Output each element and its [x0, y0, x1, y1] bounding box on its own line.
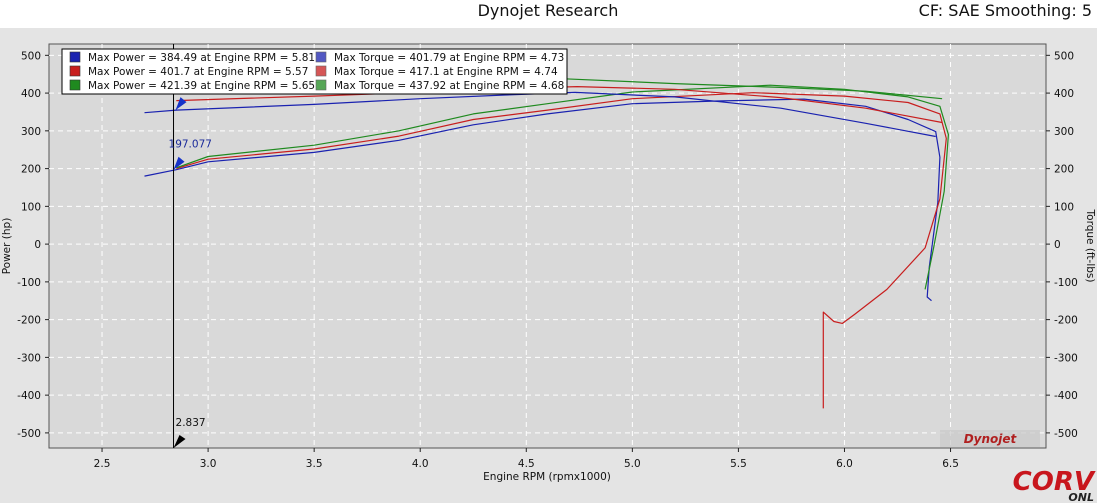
y-axis-title: Power (hp) — [1, 218, 13, 275]
legend-swatch — [315, 51, 327, 63]
x-tick-label: 4.0 — [412, 458, 429, 470]
cursor-rpm-label: 2.837 — [176, 417, 206, 429]
y-tick-label: 0 — [34, 239, 41, 251]
legend-swatch — [69, 51, 81, 63]
y-tick-label: -300 — [17, 352, 41, 364]
legend-box — [61, 48, 568, 95]
y-tick-label: 500 — [21, 50, 41, 62]
dynojet-logo: Dynojet — [940, 430, 1040, 447]
cursor-bottom-arrow-icon[interactable] — [173, 435, 186, 448]
plot-area — [48, 43, 1047, 449]
x-axis-title: Engine RPM (rpmx1000) — [483, 471, 611, 483]
x-tick-label: 5.5 — [730, 458, 747, 470]
series-line-power-2 — [176, 92, 947, 409]
y2-tick-label: -500 — [1054, 428, 1078, 440]
y-tick-label: -100 — [17, 277, 41, 289]
y-tick-label: 200 — [21, 164, 41, 176]
legend-entry: Max Torque = 417.1 at Engine RPM = 4.74 — [334, 66, 558, 78]
y-tick-label: -400 — [17, 390, 41, 402]
y-axis-ticks: 500 400 300 200 100 0 -100 -200 -300 -400 -500 — [17, 50, 49, 440]
y2-tick-label: 100 — [1054, 201, 1074, 213]
x-tick-label: 2.5 — [94, 458, 111, 470]
y2-tick-label: 200 — [1054, 164, 1074, 176]
online-watermark-text: ONL — [1068, 491, 1094, 503]
cursor-value-label: 197.077 — [169, 139, 212, 151]
corvette-watermark-text: CORV — [1013, 467, 1096, 497]
y2-tick-label: -200 — [1054, 315, 1078, 327]
y2-tick-label: -300 — [1054, 352, 1078, 364]
y-tick-label: -200 — [17, 315, 41, 327]
x-axis-ticks: 2.5 3.0 3.5 4.0 4.5 5.0 5.5 6.0 6.5 — [94, 448, 959, 470]
legend-entry: Max Power = 401.7 at Engine RPM = 5.57 — [88, 66, 308, 78]
legend: Max Power = 384.49 at Engine RPM = 5.81 M… — [61, 48, 568, 95]
x-tick-label: 6.5 — [942, 458, 959, 470]
chart-settings-text: CF: SAE Smoothing: 5 — [919, 1, 1092, 20]
y2-axis-title: Torque (ft-lbs) — [1084, 209, 1096, 283]
x-tick-label: 5.0 — [624, 458, 641, 470]
x-tick-label: 4.5 — [518, 458, 535, 470]
y2-tick-label: 0 — [1054, 239, 1061, 251]
series-line-power-1 — [144, 98, 941, 302]
y2-tick-label: 500 — [1054, 50, 1074, 62]
cursor-arrow-marker — [173, 156, 185, 170]
series-line-torque-5 — [176, 86, 943, 124]
y2-tick-label: 400 — [1054, 88, 1074, 100]
dynojet-watermark-text: Dynojet — [964, 432, 1018, 446]
y2-tick-label: -400 — [1054, 390, 1078, 402]
x-tick-label: 3.0 — [200, 458, 217, 470]
corvette-online-logo: CORV ONL — [1013, 467, 1096, 503]
legend-entry: Max Power = 421.39 at Engine RPM = 5.65 — [88, 80, 315, 92]
legend-swatch — [69, 65, 81, 77]
legend-entry: Max Power = 384.49 at Engine RPM = 5.81 — [88, 52, 315, 64]
x-tick-label: 3.5 — [306, 458, 323, 470]
y2-tick-label: 300 — [1054, 126, 1074, 138]
y-tick-label: -500 — [17, 428, 41, 440]
cursor-arrow-marker-top — [175, 97, 187, 111]
y2-tick-label: -100 — [1054, 277, 1078, 289]
series-line-power-3 — [176, 84, 949, 290]
legend-swatch — [315, 79, 327, 91]
y-tick-label: 400 — [21, 88, 41, 100]
legend-swatch — [315, 65, 327, 77]
legend-entry: Max Torque = 437.92 at Engine RPM = 4.68 — [334, 80, 564, 92]
x-tick-label: 6.0 — [836, 458, 853, 470]
chart-title: Dynojet Research — [478, 1, 619, 20]
legend-entry: Max Torque = 401.79 at Engine RPM = 4.73 — [334, 52, 564, 64]
y2-axis-ticks: 500 400 300 200 100 0 -100 -200 -300 -400 -500 — [1046, 50, 1078, 440]
legend-swatch — [69, 79, 81, 91]
y-tick-label: 300 — [21, 126, 41, 138]
y-tick-label: 100 — [21, 201, 41, 213]
